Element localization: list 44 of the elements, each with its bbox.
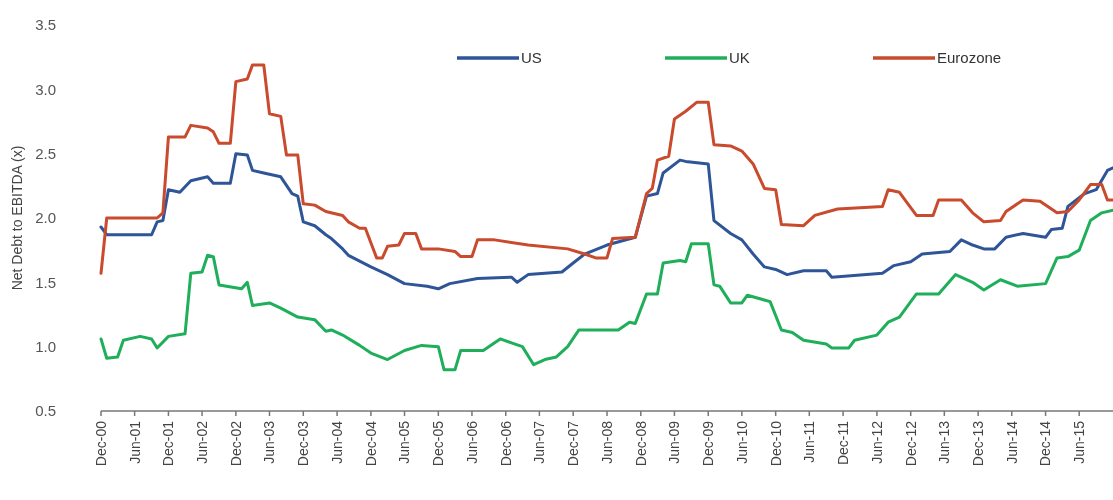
x-tick-label: Dec-10 [767, 420, 784, 467]
x-tick-label: Jun-10 [733, 420, 750, 464]
x-tick-label: Jun-11 [801, 420, 818, 463]
y-tick-label: 1.5 [35, 273, 56, 291]
x-tick-label: Dec-14 [1037, 420, 1054, 467]
x-tick-label: Dec-07 [565, 420, 582, 467]
y-tick-label: 3.0 [35, 80, 56, 98]
x-tick-label: Dec-04 [362, 420, 379, 467]
x-tick-label: Dec-00 [92, 420, 109, 467]
y-tick-label: 0.5 [35, 402, 56, 420]
x-tick-label: Jun-03 [261, 420, 278, 464]
x-tick-label: Dec-06 [497, 420, 514, 467]
x-tick-label: Jun-09 [666, 420, 683, 464]
x-tick-label: Jun-04 [329, 420, 345, 464]
y-axis-title: Net Debt to EBITDA (x) [9, 145, 25, 291]
x-tick-label: Dec-02 [227, 420, 244, 467]
x-tick-label: Dec-01 [160, 420, 177, 467]
x-tick-label: Jun-06 [463, 420, 480, 464]
x-tick-label: Jun-07 [531, 420, 548, 464]
line-series [99, 152, 1113, 291]
x-tick-label: Jun-15 [1071, 420, 1088, 464]
x-tick-label: Jun-01 [126, 420, 143, 464]
y-tick-label: 3.5 [35, 16, 56, 34]
x-tick-label: Jun-14 [1003, 420, 1020, 464]
line-series [99, 63, 1113, 275]
x-tick-label: Dec-05 [430, 420, 447, 467]
x-tick-label: Jun-08 [598, 420, 615, 464]
x-tick-label: Jun-02 [193, 420, 210, 464]
y-tick-label: 1.0 [35, 337, 56, 355]
legend-label: Eurozone [937, 49, 1002, 67]
x-tick-label: Jun-05 [396, 420, 413, 464]
x-tick-label: Dec-03 [295, 420, 312, 467]
legend-label: US [521, 49, 542, 67]
x-tick-label: Dec-09 [700, 420, 717, 467]
x-tick-label: Jun-12 [868, 420, 885, 464]
y-tick-label: 2.0 [35, 209, 56, 227]
x-tick-label: Dec-08 [632, 420, 649, 467]
x-tick-label: Dec-11 [835, 420, 851, 466]
x-tick-label: Dec-13 [970, 420, 987, 467]
legend-label: UK [729, 49, 750, 67]
x-tick-label: Jun-13 [936, 420, 953, 464]
y-tick-label: 2.5 [35, 144, 56, 162]
line-series [99, 208, 1113, 372]
x-tick-label: Dec-12 [902, 420, 919, 467]
